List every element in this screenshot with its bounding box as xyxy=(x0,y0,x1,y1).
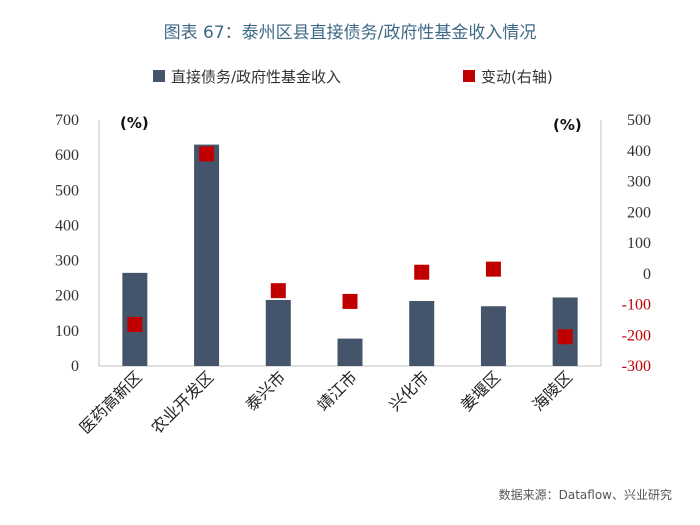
scatter-series xyxy=(127,146,573,345)
category-labels: 医药高新区 农业开发区 泰兴市 靖江市 兴化市 姜堰区 海陵区 xyxy=(76,367,576,437)
scatter-point xyxy=(485,261,501,277)
left-tick-label: 600 xyxy=(55,147,79,164)
scatter-point xyxy=(270,283,286,299)
category-label: 海陵区 xyxy=(529,367,576,414)
left-axis-unit: (%) xyxy=(120,114,149,132)
bar xyxy=(194,144,220,366)
scatter-point xyxy=(557,329,573,345)
bar-series xyxy=(122,144,578,366)
legend-swatch-bar xyxy=(153,70,165,82)
legend-label-scatter: 变动(右轴) xyxy=(481,68,553,86)
legend-label-bar: 直接债务/政府性基金收入 xyxy=(171,68,341,86)
legend-swatch-scatter xyxy=(463,70,475,82)
bar xyxy=(409,300,435,366)
left-tick-label: 0 xyxy=(71,358,79,375)
legend: 直接债务/政府性基金收入 变动(右轴) xyxy=(153,68,553,86)
left-tick-label: 700 xyxy=(55,112,79,129)
left-tick-label: 300 xyxy=(55,253,79,270)
right-axis-unit: (%) xyxy=(553,116,582,134)
right-tick-label: 300 xyxy=(627,174,651,191)
right-tick-label: 500 xyxy=(627,112,651,129)
left-axis-ticks: 0 100 200 300 400 500 600 700 xyxy=(55,112,79,375)
left-tick-label: 500 xyxy=(55,182,79,199)
bar xyxy=(337,338,363,366)
chart-title: 图表 67：泰州区县直接债务/政府性基金收入情况 xyxy=(163,23,537,43)
right-axis-ticks: -300 -200 -100 0 100 200 300 400 500 xyxy=(622,112,651,375)
right-tick-label: -200 xyxy=(622,327,651,344)
scatter-point xyxy=(414,264,430,280)
left-tick-label: 400 xyxy=(55,217,79,234)
scatter-point xyxy=(199,146,215,162)
source-note: 数据来源：Dataflow、兴业研究 xyxy=(498,488,672,502)
right-tick-label: 200 xyxy=(627,204,651,221)
category-label: 兴化市 xyxy=(385,367,432,414)
bar xyxy=(265,299,291,366)
category-label: 泰兴市 xyxy=(242,367,289,414)
left-tick-label: 200 xyxy=(55,288,79,305)
left-tick-label: 100 xyxy=(55,323,79,340)
bar xyxy=(480,306,506,366)
right-tick-label: 100 xyxy=(627,235,651,252)
right-tick-label: -300 xyxy=(622,358,651,375)
category-label: 靖江市 xyxy=(313,367,360,414)
scatter-point xyxy=(342,293,358,309)
scatter-point xyxy=(127,316,143,332)
right-tick-label: 400 xyxy=(627,143,651,160)
right-tick-label: -100 xyxy=(622,297,651,314)
category-label: 医药高新区 xyxy=(76,367,146,437)
category-label: 农业开发区 xyxy=(147,367,217,437)
category-label: 姜堰区 xyxy=(457,367,504,414)
right-tick-label: 0 xyxy=(643,266,651,283)
